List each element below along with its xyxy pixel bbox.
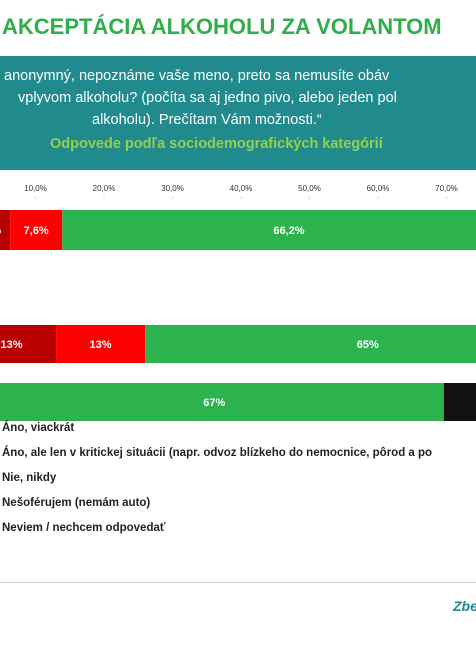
data-label: 6,3% (0, 225, 1, 237)
x-tick-label: 10,0% (24, 184, 47, 193)
bar-segment (145, 325, 476, 363)
bar-segment (62, 210, 476, 250)
question-line: vplyvom alkoholu? (počíta sa aj jedno pi… (18, 90, 397, 106)
x-tick-label: 20,0% (93, 184, 116, 193)
bar-segment (0, 325, 57, 363)
legend-label: Nie, nikdy (2, 472, 57, 484)
source: Zbe (453, 598, 476, 614)
question-line: anonymný, nepoznáme vaše meno, preto sa … (4, 68, 390, 84)
legend-label: Áno, ale len v kritickej situácii (napr.… (2, 446, 432, 459)
title: AKCEPTÁCIA ALKOHOLU ZA VOLANTOM (2, 14, 442, 39)
divider (0, 582, 476, 583)
question-line: alkoholu). Prečítam Vám možnosti.“ (92, 112, 322, 128)
subtitle: Odpovede podľa sociodemografických kateg… (50, 136, 383, 152)
bar-segment (10, 210, 63, 250)
data-label: 7,6% (24, 225, 49, 237)
data-label: 13% (90, 339, 112, 351)
data-label: 67% (203, 397, 225, 409)
x-tick-label: 50,0% (298, 184, 321, 193)
data-label: 13% (1, 339, 23, 351)
data-label: 66,2% (273, 225, 304, 237)
x-tick-label: 40,0% (230, 184, 253, 193)
bar-segment (443, 383, 476, 421)
question-box (0, 56, 476, 170)
x-tick-label: 70,0% (435, 184, 458, 193)
data-label: 65% (357, 339, 379, 351)
legend-label: Áno, viackrát (2, 421, 74, 434)
bar-segment (56, 325, 146, 363)
bar-segment (0, 383, 444, 421)
legend-label: Neviem / nechcem odpovedať (2, 522, 166, 534)
x-tick-label: 30,0% (161, 184, 184, 193)
bar-segment (0, 210, 11, 250)
legend-label: Nešoférujem (nemám auto) (2, 497, 150, 509)
x-tick-label: 60,0% (367, 184, 390, 193)
